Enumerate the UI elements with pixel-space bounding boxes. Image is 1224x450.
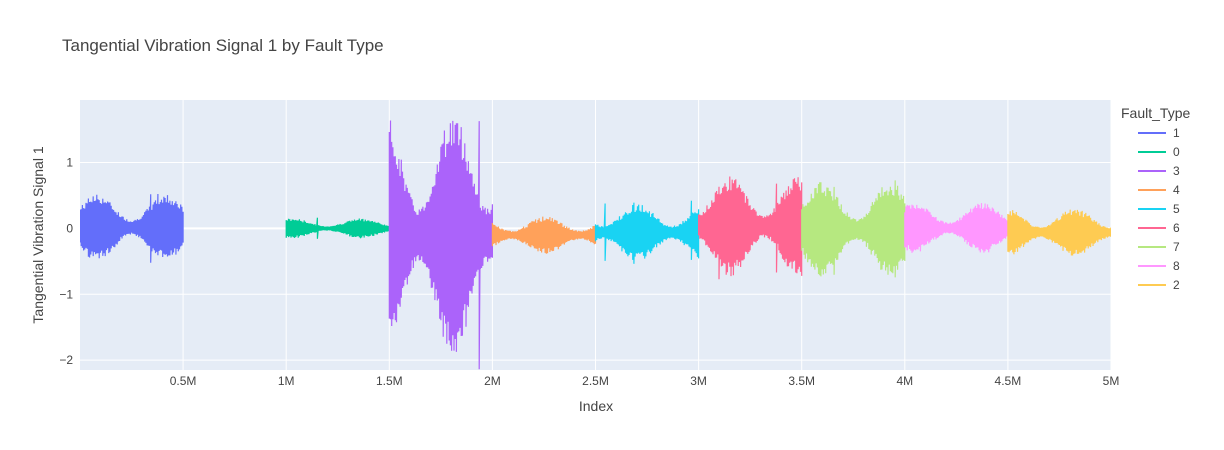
legend-label: 5 [1173, 202, 1180, 216]
series-line-0 [285, 217, 390, 239]
series-layer [80, 120, 1111, 370]
legend-label: 0 [1173, 145, 1180, 159]
x-tick-label: 1.5M [376, 374, 403, 388]
legend-label: 2 [1173, 278, 1180, 292]
legend-item-0[interactable]: 0 [1138, 145, 1180, 159]
legend-title: Fault_Type [1121, 105, 1190, 121]
series-line-1 [80, 193, 184, 263]
y-tick-label: 1 [66, 156, 73, 170]
x-tick-label: 2.5M [582, 374, 609, 388]
series-line-6 [698, 176, 803, 280]
series-1 [80, 193, 184, 263]
legend-label: 3 [1173, 164, 1180, 178]
series-line-8 [904, 203, 1009, 253]
x-tick-label: 4M [896, 374, 913, 388]
legend-label: 7 [1173, 240, 1180, 254]
series-line-7 [801, 180, 906, 278]
series-8 [904, 203, 1009, 253]
legend-item-3[interactable]: 3 [1138, 164, 1180, 178]
series-4 [491, 216, 597, 254]
chart-title: Tangential Vibration Signal 1 by Fault T… [62, 36, 384, 55]
x-tick-label: 4.5M [995, 374, 1022, 388]
series-6 [698, 176, 803, 280]
x-tick-label: 3M [690, 374, 707, 388]
y-axis-title: Tangential Vibration Signal 1 [30, 146, 46, 323]
legend-item-2[interactable]: 2 [1138, 278, 1180, 292]
y-tick-label: −2 [59, 353, 73, 367]
y-tick-label: −1 [59, 287, 73, 301]
legend-label: 8 [1173, 259, 1180, 273]
legend-item-8[interactable]: 8 [1138, 259, 1180, 273]
series-line-4 [491, 216, 597, 254]
series-7 [801, 180, 906, 278]
legend-item-5[interactable]: 5 [1138, 202, 1180, 216]
legend-label: 6 [1173, 221, 1180, 235]
x-tick-label: 1M [278, 374, 295, 388]
legend-item-4[interactable]: 4 [1138, 183, 1180, 197]
legend-item-1[interactable]: 1 [1138, 126, 1180, 140]
legend: Fault_Type 1 0 3 4 5 6 7 8 2 [1121, 105, 1190, 292]
y-tick-label: 0 [66, 221, 73, 235]
series-2 [1007, 209, 1111, 256]
tick-layer: 0.5M 1M 1.5M 2M 2.5M 3M 3.5M 4M 4.5M 5M 1 0 −1 −2 [59, 156, 1119, 388]
legend-item-6[interactable]: 6 [1138, 221, 1180, 235]
legend-item-7[interactable]: 7 [1138, 240, 1180, 254]
x-tick-label: 3.5M [788, 374, 815, 388]
series-line-5 [594, 200, 700, 264]
x-tick-label: 0.5M [170, 374, 197, 388]
series-line-2 [1007, 209, 1111, 256]
series-3 [388, 120, 493, 370]
series-line-3 [388, 120, 493, 370]
x-tick-label: 5M [1103, 374, 1120, 388]
legend-label: 1 [1173, 126, 1180, 140]
x-axis-title: Index [579, 398, 613, 414]
legend-label: 4 [1173, 183, 1180, 197]
x-tick-label: 2M [484, 374, 501, 388]
series-0 [285, 217, 390, 239]
series-5 [594, 200, 700, 264]
